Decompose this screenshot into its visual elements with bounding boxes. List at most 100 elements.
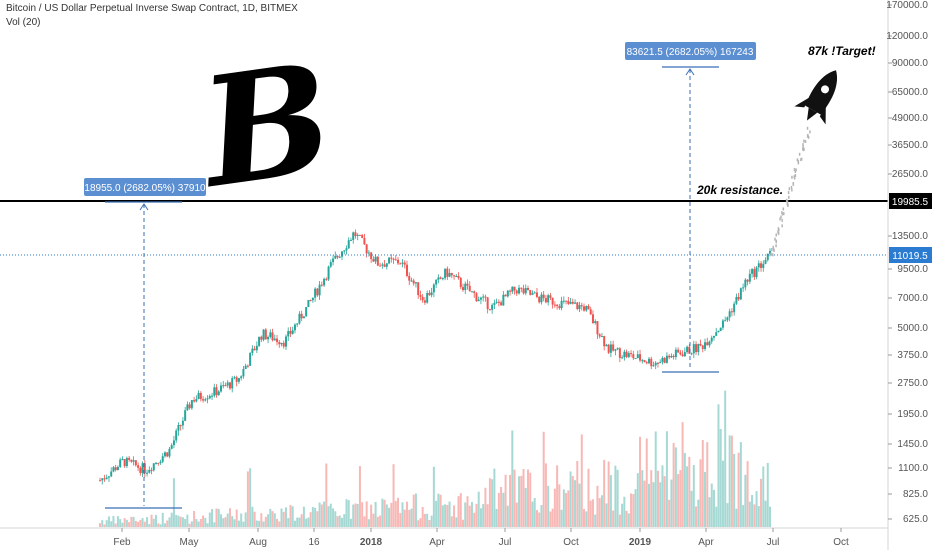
volume-bar bbox=[195, 518, 198, 527]
volume-bar bbox=[632, 494, 635, 527]
volume-bar bbox=[166, 520, 169, 527]
price-axis[interactable]: 170000.0 120000.0 90000.0 65000.0 49000.0 365… bbox=[886, 0, 932, 550]
candle bbox=[497, 299, 500, 307]
candle bbox=[163, 451, 166, 458]
candle bbox=[311, 297, 314, 303]
candle bbox=[482, 294, 485, 302]
volume-bar bbox=[305, 518, 308, 527]
candle bbox=[412, 278, 415, 286]
candle bbox=[587, 304, 590, 310]
candle bbox=[757, 260, 760, 272]
candle bbox=[639, 349, 642, 363]
candle bbox=[99, 477, 101, 482]
volume-bar bbox=[717, 404, 720, 527]
measure-right[interactable]: 83621.5 (2682.05%) 167243 bbox=[625, 42, 756, 373]
volume-bar bbox=[150, 514, 153, 527]
candle bbox=[150, 467, 153, 475]
candle bbox=[470, 290, 473, 293]
volume-bar bbox=[603, 459, 606, 527]
candle bbox=[228, 381, 231, 391]
candle bbox=[184, 406, 187, 422]
projection-dot bbox=[793, 167, 796, 171]
volume-bar bbox=[338, 515, 341, 527]
candle bbox=[686, 345, 689, 354]
candle bbox=[410, 277, 413, 282]
candle bbox=[246, 364, 249, 368]
candle bbox=[674, 347, 677, 360]
measure-left[interactable]: 18955.0 (2682.05%) 37910 bbox=[84, 178, 206, 509]
candle bbox=[226, 380, 229, 389]
volume-bar bbox=[287, 518, 290, 527]
candle bbox=[284, 334, 287, 350]
volume-bar bbox=[327, 506, 330, 527]
volume-bar bbox=[446, 504, 449, 527]
volume-bar bbox=[712, 489, 715, 527]
volume-bar bbox=[612, 510, 615, 527]
candle bbox=[116, 465, 119, 471]
projection-dot bbox=[785, 198, 788, 202]
price-tick-label: 825.0 bbox=[903, 489, 928, 500]
volume-bar bbox=[665, 431, 668, 527]
volume-bar bbox=[618, 514, 621, 527]
volume-bar bbox=[448, 501, 451, 527]
target-note[interactable]: 87k !Target! bbox=[808, 44, 876, 58]
volume-bar bbox=[616, 469, 619, 527]
projection-dot bbox=[792, 181, 794, 185]
volume-bar bbox=[390, 502, 393, 527]
candle bbox=[244, 363, 247, 369]
volume-bar bbox=[121, 522, 124, 527]
projection-dot bbox=[797, 161, 800, 165]
volume-bar bbox=[686, 466, 689, 527]
candle bbox=[533, 291, 536, 294]
candle bbox=[663, 357, 666, 364]
volume-indicator-label[interactable]: Vol (20) bbox=[6, 17, 41, 28]
resistance-note[interactable]: 20k resistance. bbox=[696, 183, 783, 197]
volume-bar bbox=[701, 439, 704, 527]
time-tick-label: 2019 bbox=[629, 537, 652, 548]
candle bbox=[668, 354, 671, 360]
volume-bar bbox=[609, 475, 612, 527]
candle bbox=[728, 308, 731, 322]
candle bbox=[578, 301, 581, 312]
volume-bar bbox=[116, 516, 119, 527]
projection-dot bbox=[803, 139, 805, 143]
candle bbox=[134, 460, 137, 467]
volume-bar bbox=[152, 518, 155, 527]
volume-bar bbox=[614, 465, 617, 527]
candle bbox=[509, 289, 512, 296]
projection-dot bbox=[781, 212, 784, 216]
candle bbox=[701, 344, 704, 353]
volume-bar bbox=[670, 479, 673, 527]
volume-bar bbox=[652, 482, 655, 527]
time-axis[interactable]: Feb May Aug 16 2018 Apr Jul Oct 2019 Apr Jul Oct bbox=[0, 527, 888, 548]
candle bbox=[170, 443, 173, 450]
candle bbox=[370, 251, 373, 263]
volume-bar bbox=[551, 508, 554, 527]
candle bbox=[320, 281, 323, 287]
volume-bar bbox=[341, 517, 344, 527]
volume-bar bbox=[453, 505, 456, 527]
candle bbox=[379, 262, 382, 267]
volume-bar bbox=[639, 436, 642, 527]
candle bbox=[260, 335, 263, 343]
candle bbox=[217, 390, 220, 396]
candle bbox=[107, 476, 110, 482]
volume-bar bbox=[760, 478, 763, 527]
volume-bar bbox=[695, 506, 698, 527]
candle bbox=[627, 351, 630, 359]
volume-bar bbox=[683, 452, 686, 527]
volume-bar bbox=[251, 506, 254, 527]
volume-bar bbox=[320, 504, 323, 527]
volume-bar bbox=[643, 480, 646, 527]
volume-bar bbox=[567, 490, 570, 527]
candle bbox=[495, 298, 498, 304]
volume-bar bbox=[414, 493, 417, 527]
volume-bar bbox=[280, 508, 283, 527]
candle bbox=[441, 277, 444, 281]
time-tick-label: May bbox=[180, 537, 199, 548]
volume-bar bbox=[571, 476, 574, 527]
volume-bar bbox=[583, 509, 586, 527]
candle bbox=[361, 233, 364, 239]
